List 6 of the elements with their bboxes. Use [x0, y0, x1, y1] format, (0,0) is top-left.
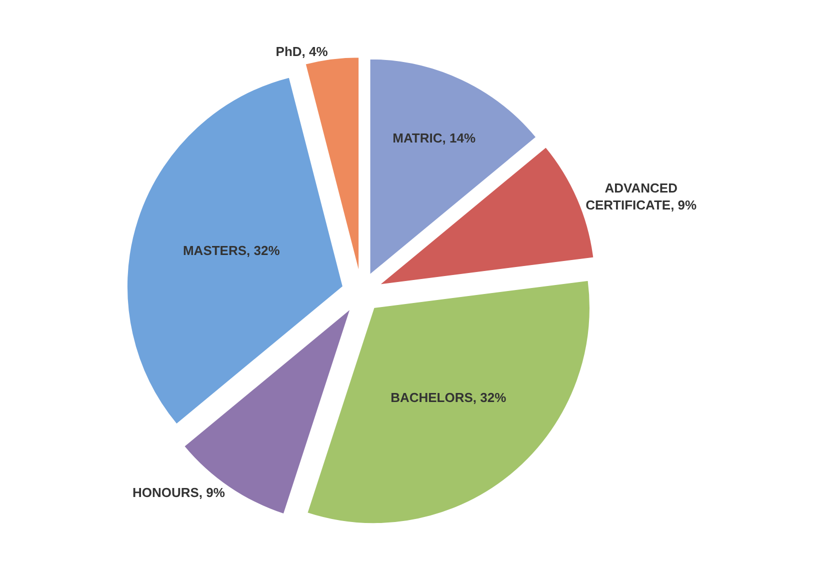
slice-label: HONOURS, 9% — [132, 484, 226, 500]
slice-label: MASTERS, 32% — [182, 242, 280, 258]
slice-label: PhD, 4% — [276, 44, 328, 59]
slice-label: MATRIC, 14% — [392, 130, 476, 146]
slice-label: BACHELORS, 32% — [390, 390, 507, 406]
slice-label: ADVANCED CERTIFICATE, 9% — [586, 180, 698, 212]
